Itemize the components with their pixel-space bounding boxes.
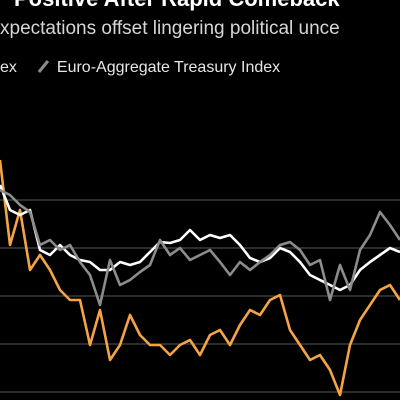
chart-title: Positive After Rapid Comeback: [14, 0, 340, 11]
legend-label: ex: [0, 59, 17, 76]
series-line: [0, 184, 400, 292]
legend-swatch: [37, 60, 50, 73]
series-line: [0, 188, 400, 307]
chart-subtitle: xpectations offset lingering political u…: [0, 18, 340, 39]
legend-label: Euro-Aggregate Treasury Index: [57, 59, 280, 76]
plot-area: [0, 159, 400, 397]
series-line: [0, 159, 400, 397]
grid: [0, 199, 400, 393]
legend: ex Euro-Aggregate Treasury Index: [0, 59, 280, 76]
